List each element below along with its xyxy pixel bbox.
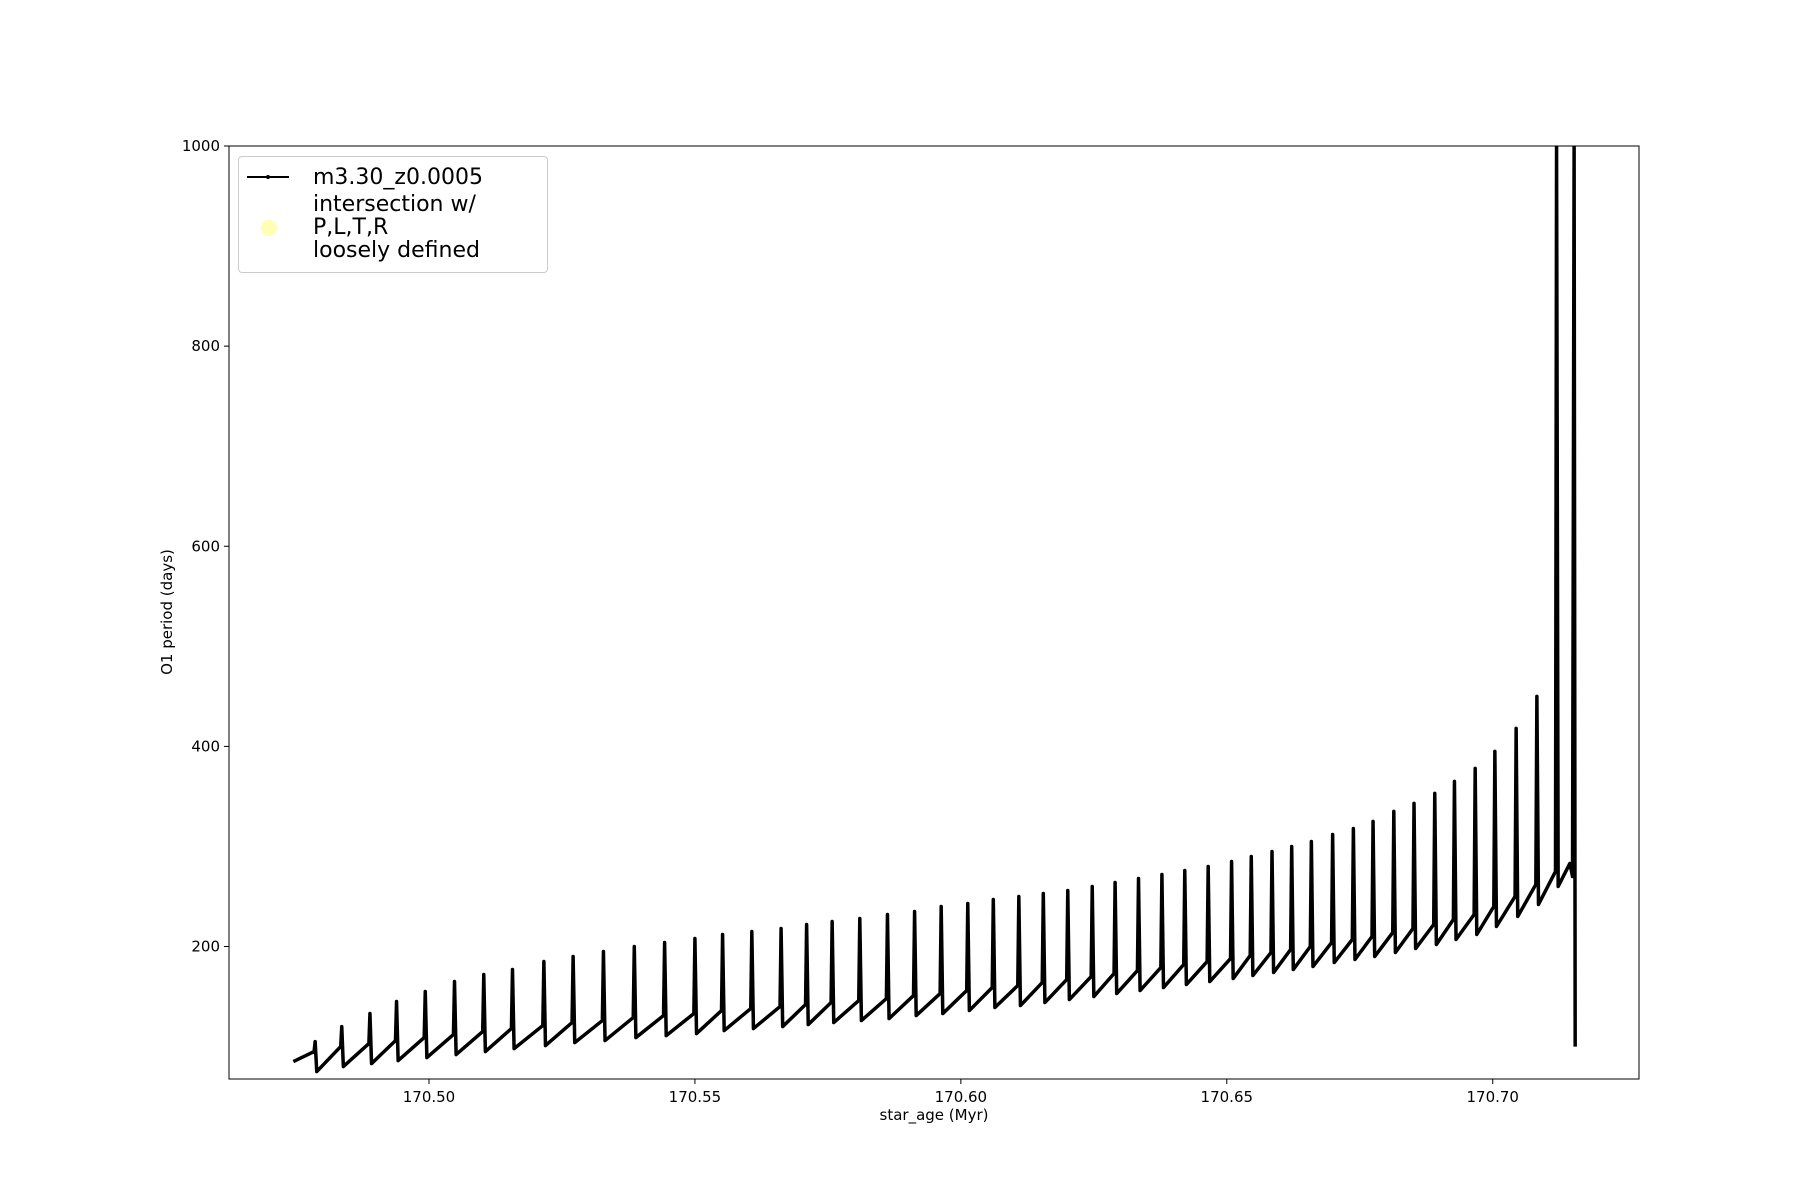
y-axis-label: O1 period (days) [158,549,176,675]
y-tick-label: 400 [191,737,220,755]
x-tick-label: 170.50 [403,1088,456,1106]
y-tick-label: 800 [191,337,220,355]
legend-key [239,216,313,240]
x-tick-label: 170.70 [1466,1088,1519,1106]
data-line [292,146,1577,1074]
y-tick-label: 200 [191,938,220,956]
x-axis-label: star_age (Myr) [880,1106,989,1125]
legend-label: m3.30_z0.0005 [313,164,483,190]
axes-frame [228,145,1640,1080]
legend: m3.30_z0.0005 intersection w/ P,L,T,R loo… [238,156,548,273]
x-tick-label: 170.60 [935,1088,988,1106]
legend-entry: intersection w/ P,L,T,R loosely defined [239,193,547,262]
y-tick-label: 600 [191,537,220,555]
legend-entry: m3.30_z0.0005 [239,165,547,189]
y-tick-label: 1000 [182,137,220,155]
x-tick-label: 170.55 [669,1088,722,1106]
plot-area [292,146,1577,1074]
x-tick-label: 170.65 [1201,1088,1254,1106]
legend-label: intersection w/ P,L,T,R loosely defined [313,192,480,263]
legend-key [239,165,313,189]
